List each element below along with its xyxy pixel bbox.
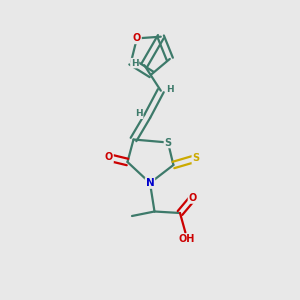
Text: O: O xyxy=(188,193,197,203)
Text: O: O xyxy=(105,152,113,163)
Text: S: S xyxy=(192,153,200,164)
Text: N: N xyxy=(146,178,154,188)
Text: S: S xyxy=(164,137,172,148)
Text: H: H xyxy=(167,85,174,94)
Text: OH: OH xyxy=(179,234,195,244)
Text: O: O xyxy=(133,33,141,43)
Text: H: H xyxy=(135,109,143,118)
Text: H: H xyxy=(131,58,139,68)
